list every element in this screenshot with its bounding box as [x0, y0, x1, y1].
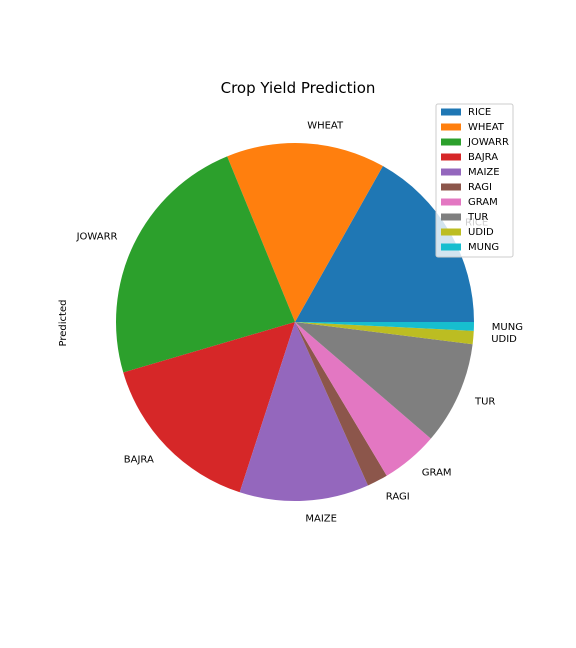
legend-label-jowarr: JOWARR — [467, 137, 509, 148]
pie-slice-wheat — [227, 142, 383, 322]
legend-swatch-udid — [441, 228, 461, 236]
legend-swatch-gram — [441, 198, 461, 206]
legend-label-maize: MAIZE — [468, 167, 500, 178]
legend-swatch-rice — [441, 108, 461, 116]
pie-slice-udid — [295, 322, 474, 345]
pie-slice-bajra — [123, 322, 295, 493]
slice-label-gram: GRAM — [422, 468, 452, 479]
slice-label-bajra: BAJRA — [124, 454, 154, 465]
legend-label-gram: GRAM — [468, 197, 498, 208]
slice-label-maize: MAIZE — [305, 514, 337, 525]
y-axis-label: Predicted — [58, 300, 69, 347]
slice-label-udid: UDID — [491, 334, 517, 345]
legend: RICE WHEAT JOWARR BAJRA MAIZE RAGI GRAM TUR UDID… — [435, 103, 514, 258]
legend-label-bajra: BAJRA — [468, 152, 498, 163]
legend-label-wheat: WHEAT — [468, 122, 505, 133]
legend-label-mung: MUNG — [468, 242, 499, 253]
legend-swatch-jowarr — [441, 138, 461, 146]
legend-swatch-maize — [441, 168, 461, 176]
slice-label-tur: TUR — [474, 397, 495, 408]
legend-label-rice: RICE — [468, 107, 491, 118]
legend-swatch-mung — [441, 243, 461, 251]
legend-swatch-bajra — [441, 153, 461, 161]
slice-label-jowarr: JOWARR — [76, 232, 118, 243]
pie-slice-rice — [295, 166, 474, 322]
legend-label-ragi: RAGI — [468, 182, 492, 193]
legend-label-tur: TUR — [467, 212, 488, 223]
slice-label-wheat: WHEAT — [307, 121, 344, 132]
pie-slice-tur — [295, 322, 473, 439]
legend-swatch-wheat — [441, 123, 461, 131]
pie-slice-ragi — [295, 322, 387, 486]
pie-slice-mung — [295, 322, 474, 331]
pie-slice-gram — [295, 322, 431, 476]
legend-swatch-tur — [441, 213, 461, 221]
pie-slice-jowarr — [115, 156, 295, 373]
legend-swatch-ragi — [441, 183, 461, 191]
legend-label-udid: UDID — [468, 227, 494, 238]
slice-label-ragi: RAGI — [386, 492, 410, 503]
pie-slice-maize — [239, 322, 368, 502]
slice-label-mung: MUNG — [492, 322, 523, 333]
chart-title: Crop Yield Prediction — [221, 79, 376, 97]
pie-slices — [115, 142, 474, 502]
